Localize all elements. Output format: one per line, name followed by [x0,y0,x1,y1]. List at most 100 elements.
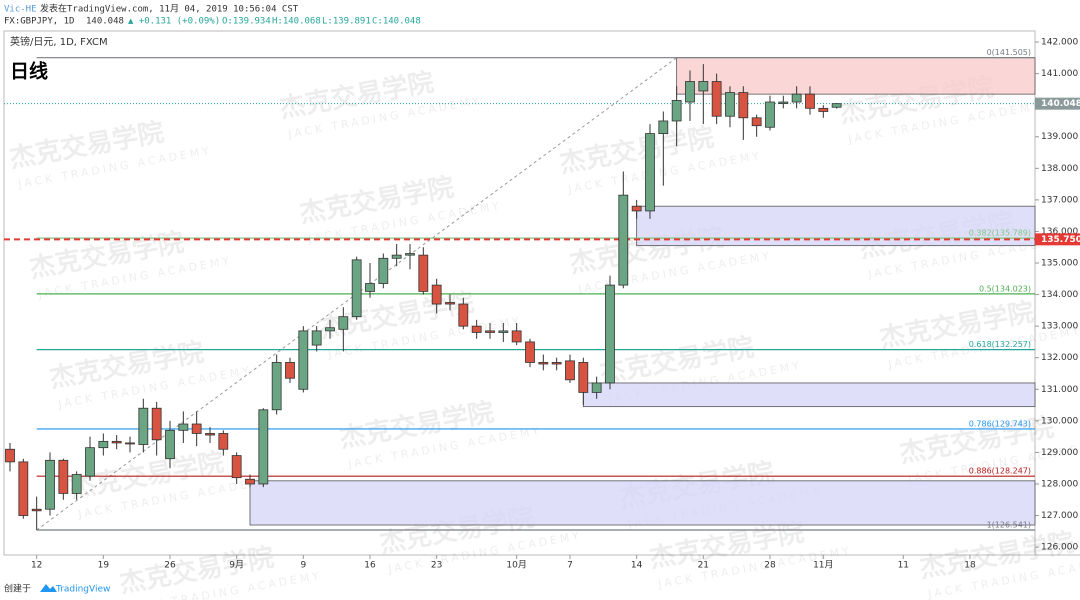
y-tick-label: 136.000 [1041,227,1078,237]
candle-body [485,330,495,333]
low: L:139.891 [322,17,371,27]
candle-body [138,407,149,445]
candle-body [31,508,42,512]
x-tick-label: 7 [567,561,573,571]
x-tick-label: 28 [764,561,776,571]
y-tick-label: 132.000 [1041,353,1078,363]
alert-label: 135.750 [1041,235,1080,245]
candle-body [711,81,722,117]
symbol: FX:GBPJPY, 1D [4,17,74,27]
candle-body [258,409,269,485]
open: O:139.934 [222,17,271,27]
candle-body [191,423,202,434]
candle-body [658,120,669,134]
published: 发表在TradingView.com, 11月 04, 2019 10:56:0… [40,3,299,15]
candle-body [378,257,389,284]
y-tick-label: 127.000 [1041,511,1078,521]
candle-body [111,440,122,444]
x-tick-label: 21 [698,561,709,571]
candle-body [725,92,735,117]
fib-label: 0(141.505) [987,48,1031,57]
candle-body [58,459,69,494]
brand-logo [40,584,57,592]
x-tick-label: 16 [364,561,376,571]
y-tick-label: 129.000 [1041,448,1078,458]
candle-body [591,382,602,393]
created-label: 创建于 [4,583,31,595]
candle-body [831,103,842,108]
candle-body [165,429,175,460]
candle-body [245,478,255,485]
candle-body [565,360,575,381]
fib-label: 0.5(134.023) [979,284,1031,293]
candle-body [45,459,55,510]
y-tick-label: 141.000 [1041,69,1078,79]
candle-body [285,362,295,379]
author: Vic-HE [4,5,37,15]
chart-title: 日线 [10,60,48,83]
y-tick-label: 126.000 [1041,543,1078,553]
candle-body [618,194,629,286]
candle-body [791,93,802,103]
candle-body [85,447,95,477]
fib-label: 0.886(128.247) [969,467,1031,476]
candle-body [98,440,109,449]
y-tick-label: 128.000 [1041,479,1078,489]
x-tick-label: 11月 [813,560,833,571]
x-tick-label: 14 [631,561,643,571]
candle-body [325,327,335,332]
close: C:140.048 [372,17,421,27]
candle-body [391,254,402,259]
x-tick-label: 11 [898,561,909,571]
change: ▲ +0.131 (+0.09%) [128,17,220,27]
candle-body [818,107,829,112]
zone [582,382,1036,408]
fib-label: 0.786(129.743) [969,419,1031,428]
candle-body [538,362,549,365]
candle-body [631,205,642,212]
candle-body [765,101,775,128]
candle-body [445,302,455,305]
candle-body [178,423,189,431]
last-price-label: 140.048 [1041,99,1080,109]
candle-body [5,448,15,463]
y-tick-label: 134.000 [1041,290,1078,300]
candle-body [338,316,349,330]
candle-body [458,303,469,327]
y-tick-label: 138.000 [1041,164,1078,174]
candle-body [805,93,815,109]
candle-body [685,81,695,103]
candle-body [578,362,589,393]
candle-body [205,433,215,436]
x-tick-label: 12 [31,561,42,571]
candle-body [71,474,82,494]
zone [249,480,1036,526]
last-price-box [1035,97,1080,110]
candle-body [405,253,415,256]
candle-body [671,100,682,122]
high: H:140.068 [272,17,321,27]
x-tick-label: 23 [431,561,442,571]
candle-body [151,407,162,441]
candle-body [271,362,282,411]
x-tick-label: 9月 [229,560,244,571]
fib-label: 1(126.541) [987,521,1031,530]
last: 140.048 [86,17,124,27]
candle-body [365,283,375,292]
y-tick-label: 137.000 [1041,195,1078,205]
x-tick-label: 10月 [506,560,526,571]
candle-body [418,254,429,292]
candle-body [698,81,709,92]
x-tick-label: 9 [300,561,306,571]
candle-body [18,461,29,516]
candle-body [125,442,135,445]
fib-label: 0.382(135.789) [969,229,1031,238]
candle-body [645,133,655,212]
y-tick-label: 135.000 [1041,259,1078,269]
candle-body [551,362,562,365]
y-tick-label: 133.000 [1041,322,1078,332]
y-tick-label: 131.000 [1041,385,1078,395]
brand[interactable]: TradingView [55,585,110,595]
candle-body [351,259,362,318]
